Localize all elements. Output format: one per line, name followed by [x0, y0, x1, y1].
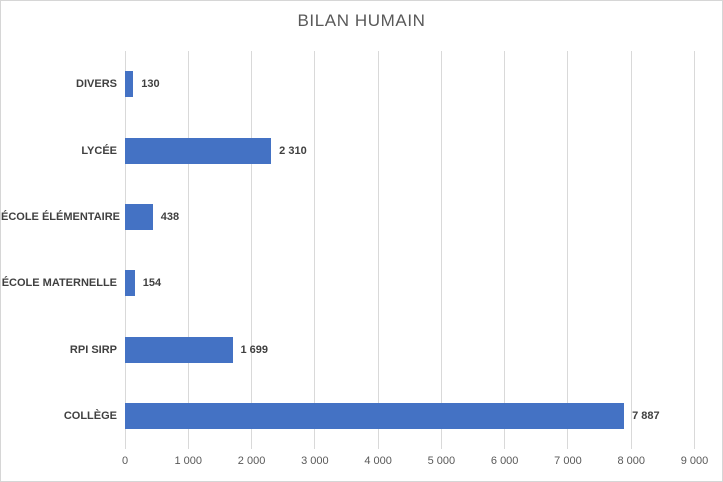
category-label: LYCÉE — [81, 144, 117, 157]
gridline — [124, 51, 126, 449]
gridline — [630, 51, 632, 449]
gridline — [314, 51, 316, 449]
x-axis-tick-label: 0 — [121, 455, 129, 467]
category-label: COLLÈGE — [63, 409, 117, 422]
gridline — [187, 51, 189, 449]
category-label: ÉCOLE ÉLÉMENTAIRE — [1, 210, 120, 223]
category-label: DIVERS — [76, 78, 117, 91]
x-axis-tick-label: 5 000 — [427, 455, 456, 467]
category-label: RPI SIRP — [69, 343, 117, 356]
gridline — [504, 51, 506, 449]
bar — [125, 402, 625, 429]
x-axis-tick-label: 3 000 — [301, 455, 329, 467]
x-axis-tick-label: 8 000 — [617, 455, 645, 467]
value-label: 1 699 — [240, 343, 269, 356]
bar — [125, 270, 135, 297]
bar — [125, 137, 272, 164]
x-axis-tick-label: 7 000 — [554, 455, 582, 467]
x-axis-tick-label: 9 000 — [680, 455, 709, 467]
value-label: 7 887 — [632, 409, 660, 422]
value-label: 438 — [160, 210, 180, 223]
chart-title: BILAN HUMAIN — [297, 11, 426, 30]
gridline — [251, 51, 253, 449]
value-label: 154 — [142, 277, 162, 290]
gridline — [694, 51, 695, 449]
bar — [125, 71, 134, 98]
x-axis-tick-label: 1 000 — [174, 455, 203, 467]
category-label: ÉCOLE MATERNELLE — [1, 277, 117, 290]
x-axis-tick-label: 4 000 — [364, 455, 392, 467]
gridline — [440, 51, 442, 449]
gridline — [377, 51, 379, 449]
gridline — [567, 51, 569, 449]
value-label: 130 — [141, 78, 160, 91]
x-axis-tick-label: 6 000 — [490, 455, 519, 467]
x-axis-tick-label: 2 000 — [237, 455, 266, 467]
value-label: 2 310 — [279, 144, 307, 157]
bar — [125, 336, 233, 363]
bar — [125, 203, 153, 230]
